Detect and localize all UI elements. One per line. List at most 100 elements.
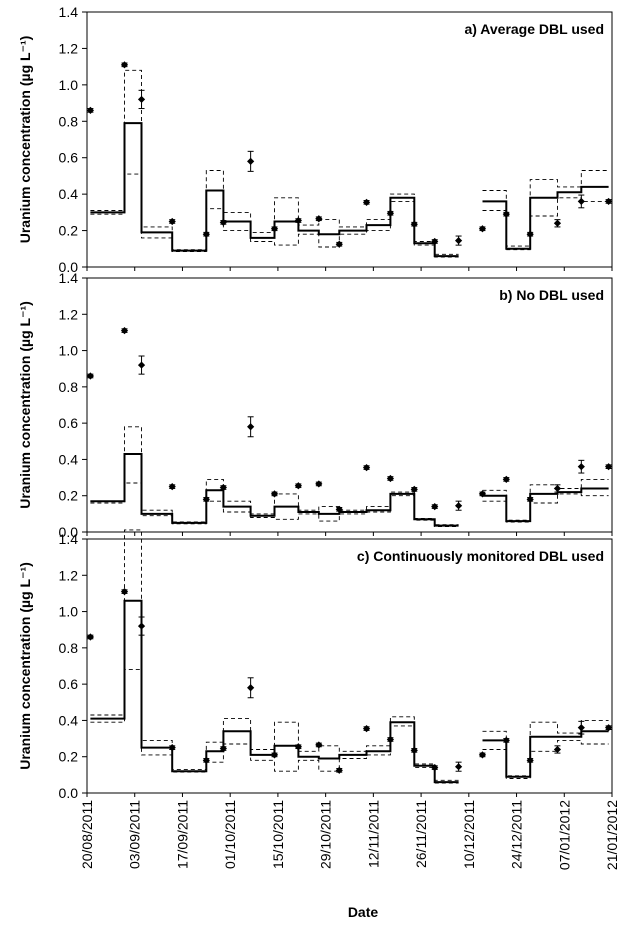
observed-point: [270, 751, 279, 759]
data-marker: [553, 219, 562, 227]
observed-point: [315, 741, 323, 749]
data-marker: [247, 423, 255, 431]
observed-point: [502, 736, 510, 744]
y-axis-title: Uranium concentration (µg L⁻¹): [17, 562, 33, 770]
data-marker: [86, 106, 95, 114]
data-marker: [410, 485, 418, 493]
observed-point: [478, 490, 487, 498]
data-marker: [315, 215, 323, 223]
observed-point: [454, 761, 463, 772]
plot-frame: [86, 11, 613, 268]
data-marker: [362, 724, 371, 733]
data-marker: [362, 463, 371, 472]
data-marker: [431, 237, 439, 246]
data-marker: [604, 463, 613, 471]
observed-point: [315, 480, 323, 488]
observed-point: [294, 216, 302, 225]
observed-point: [604, 463, 613, 471]
best-estimate-line: [90, 453, 609, 527]
best-estimate-line: [90, 599, 609, 784]
panel-2: 0.0 0.2 0.4 0.6 0.8 1.0 1.2 1.4 Uranium concentr…: [17, 270, 613, 540]
data-marker: [478, 490, 487, 498]
x-tick-label: 29/10/2011: [318, 800, 334, 869]
data-marker: [247, 157, 255, 165]
observed-point: [454, 235, 463, 246]
data-marker: [219, 744, 227, 753]
data-marker: [410, 220, 418, 228]
x-axis-layer: 20/08/2011 03/09/2011 17/09/2011 01/10/2011…: [79, 267, 620, 870]
observed-point: [315, 215, 323, 223]
data-marker: [120, 61, 129, 69]
observed-point: [270, 225, 279, 233]
observed-point: [168, 217, 176, 226]
y-tick-label: 0.2: [59, 749, 79, 765]
observed-point: [553, 484, 562, 493]
data-marker: [335, 505, 343, 513]
data-marker: [410, 746, 418, 754]
data-marker: [137, 622, 146, 630]
data-marker: [478, 225, 487, 233]
x-tick-label: 24/12/2011: [509, 800, 525, 869]
y-tick-label: 0.0: [59, 259, 79, 275]
y-tick-label: 0.8: [59, 113, 79, 129]
data-marker: [315, 741, 323, 749]
data-marker: [553, 484, 562, 493]
observed-point: [431, 503, 439, 511]
y-tick-label: 0.4: [59, 186, 79, 202]
data-marker: [478, 751, 487, 759]
x-tick-label: 26/11/2011: [413, 800, 429, 868]
data-marker: [294, 482, 302, 490]
data-marker: [431, 764, 439, 772]
panel-1: 0.0 0.2 0.4 0.6 0.8 1.0 1.2 1.4 Uranium concentr…: [17, 4, 613, 275]
observed-point: [386, 735, 395, 744]
observed-point: [202, 495, 210, 503]
observed-point: [202, 756, 210, 764]
observed-point: [526, 756, 534, 764]
observed-point: [219, 483, 227, 492]
y-tick-label: 0.6: [59, 676, 79, 692]
data-marker: [386, 209, 395, 217]
observed-point: [478, 751, 487, 759]
y-tick-label: 0.4: [59, 451, 79, 467]
observed-point: [604, 197, 613, 206]
data-marker: [219, 483, 227, 492]
data-marker: [168, 744, 176, 752]
best-estimate-line: [90, 122, 609, 258]
data-marker: [454, 763, 463, 771]
x-tick-label: 03/09/2011: [127, 800, 143, 869]
data-marker: [219, 218, 227, 226]
observed-point: [168, 744, 176, 752]
observed-point: [335, 240, 343, 248]
y-tick-label: 1.4: [59, 531, 79, 547]
data-marker: [120, 588, 129, 596]
y-axis-title: Uranium concentration (µg L⁻¹): [17, 301, 33, 509]
data-marker: [502, 736, 510, 744]
data-marker: [386, 474, 395, 483]
observed-point: [137, 355, 146, 375]
data-marker: [270, 225, 279, 233]
data-marker: [86, 633, 95, 641]
x-tick-label: 10/12/2011: [461, 800, 477, 869]
data-marker: [526, 495, 534, 503]
observed-point: [86, 372, 95, 380]
data-marker: [202, 495, 210, 503]
y-tick-label: 0.8: [59, 379, 79, 395]
observed-point: [247, 416, 255, 438]
data-marker: [168, 217, 176, 226]
observed-point: [478, 225, 487, 233]
data-marker: [137, 95, 146, 104]
data-marker: [315, 480, 323, 488]
data-marker: [335, 766, 343, 774]
observed-point: [410, 220, 418, 228]
observed-point: [410, 485, 418, 493]
panel-title: b) No DBL used: [499, 287, 604, 303]
observed-point: [362, 463, 371, 472]
data-marker: [454, 502, 463, 510]
data-marker: [168, 483, 176, 491]
y-tick-label: 1.4: [59, 270, 79, 286]
observed-point: [247, 150, 255, 172]
observed-point: [553, 219, 562, 228]
y-tick-label: 1.4: [59, 4, 79, 20]
observed-point: [577, 720, 585, 735]
x-axis-title: Date: [348, 904, 379, 920]
